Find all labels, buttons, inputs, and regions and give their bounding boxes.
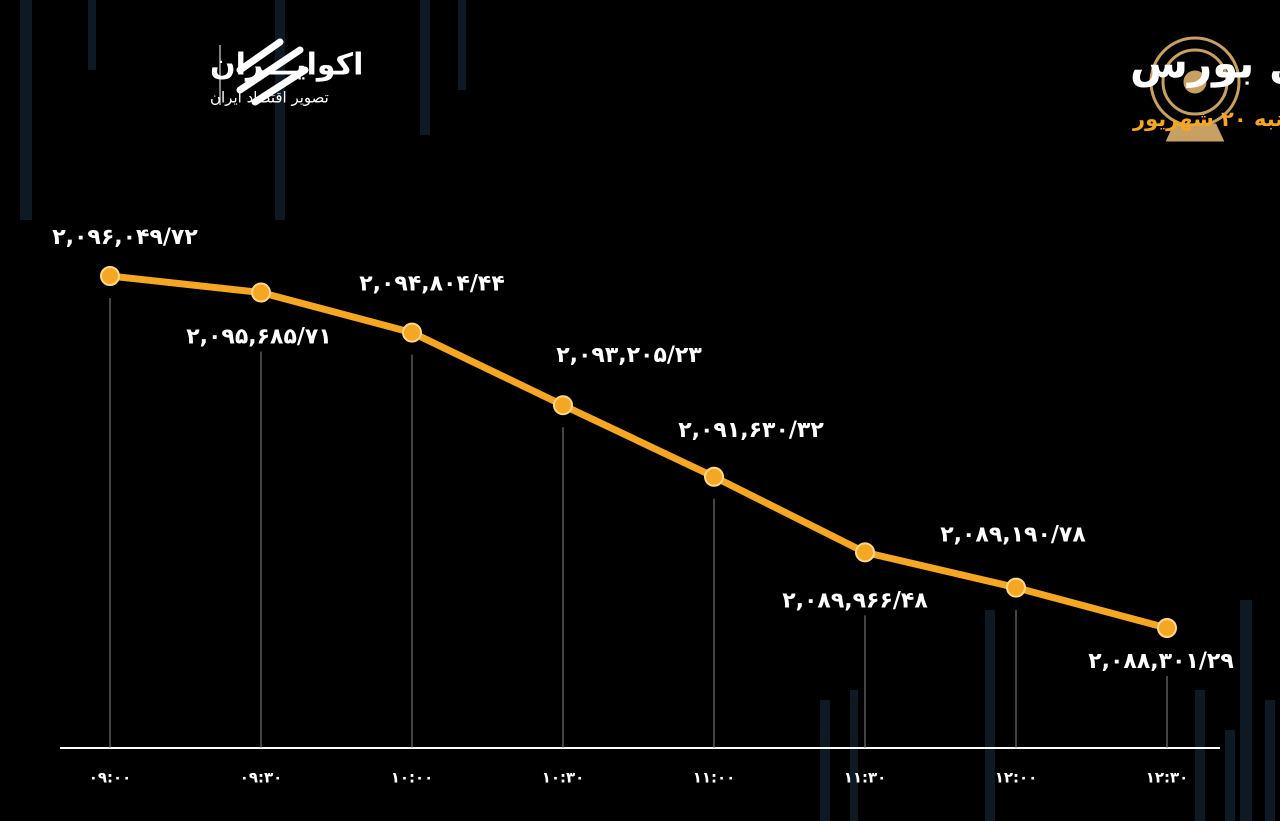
x-tick-label: ۱۱:۰۰ bbox=[693, 769, 736, 787]
brand-tagline: تصویر اقتصاد ایران bbox=[210, 89, 329, 107]
x-tick-label: ۱۱:۳۰ bbox=[844, 769, 887, 787]
point bbox=[100, 266, 120, 286]
chart-title: روند شاخص کل بورس bbox=[1130, 39, 1280, 89]
value-label: ۲,۰۸۹,۱۹۰/۷۸ bbox=[940, 523, 1086, 548]
x-tick-label: ۱۲:۳۰ bbox=[1146, 769, 1189, 787]
point bbox=[402, 322, 422, 343]
value-label: ۲,۰۹۴,۸۰۴/۴۴ bbox=[359, 272, 505, 297]
value-label: ۲,۰۹۳,۲۰۵/۲۳ bbox=[556, 343, 702, 368]
point bbox=[553, 395, 573, 416]
x-tick-label: ۱۰:۰۰ bbox=[391, 769, 434, 787]
value-label: ۲,۰۸۸,۳۰۱/۲۹ bbox=[1088, 649, 1234, 674]
point bbox=[1006, 577, 1026, 598]
point bbox=[1157, 618, 1177, 638]
point bbox=[704, 466, 724, 487]
series-line bbox=[109, 272, 1168, 632]
x-tick-label: ۱۲:۰۰ bbox=[995, 769, 1038, 787]
x-tick-label: ۰۹:۰۰ bbox=[89, 769, 132, 787]
value-label: ۲,۰۹۱,۶۳۰/۳۲ bbox=[678, 418, 824, 443]
value-label: ۲,۰۹۵,۶۸۵/۷۱ bbox=[186, 325, 332, 350]
value-label: ۲,۰۸۹,۹۶۶/۴۸ bbox=[782, 588, 928, 613]
x-tick-label: ۰۹:۳۰ bbox=[240, 769, 283, 787]
subtitle: سه‌شنبه ۲۰ شهریور bbox=[1132, 107, 1280, 131]
x-tick-label: ۱۰:۳۰ bbox=[542, 769, 585, 787]
decor-candles bbox=[20, 0, 1275, 821]
emblem bbox=[1149, 36, 1241, 142]
point bbox=[855, 542, 875, 563]
brand: اکوایـــران bbox=[210, 48, 363, 83]
brand-icon bbox=[236, 38, 309, 106]
point bbox=[251, 282, 271, 303]
value-label: ۲,۰۹۶,۰۴۹/۷۲ bbox=[52, 225, 198, 250]
